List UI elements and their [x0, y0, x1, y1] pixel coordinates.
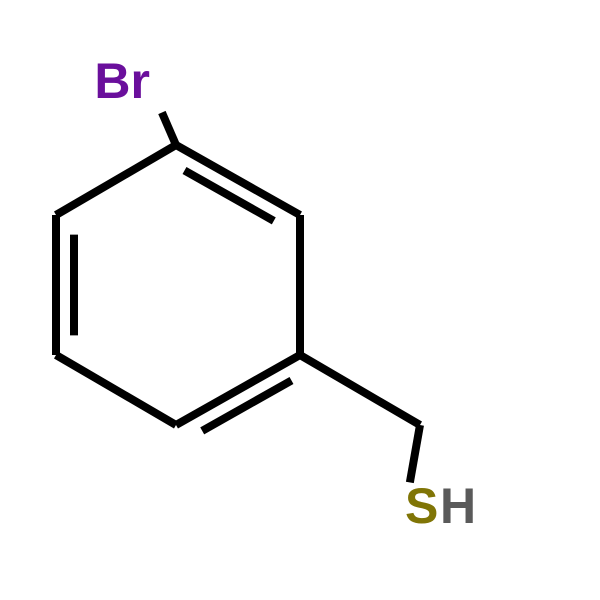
- molecule-diagram: Br SH: [0, 0, 600, 600]
- atom-label-br: Br: [94, 53, 150, 109]
- atom-label-s: S: [405, 478, 438, 534]
- bond-single: [56, 355, 176, 425]
- bond-single: [56, 145, 176, 215]
- bond-single: [410, 425, 420, 482]
- bond-single: [300, 355, 420, 425]
- atom-label-h: H: [440, 478, 476, 534]
- bond-single: [162, 113, 176, 145]
